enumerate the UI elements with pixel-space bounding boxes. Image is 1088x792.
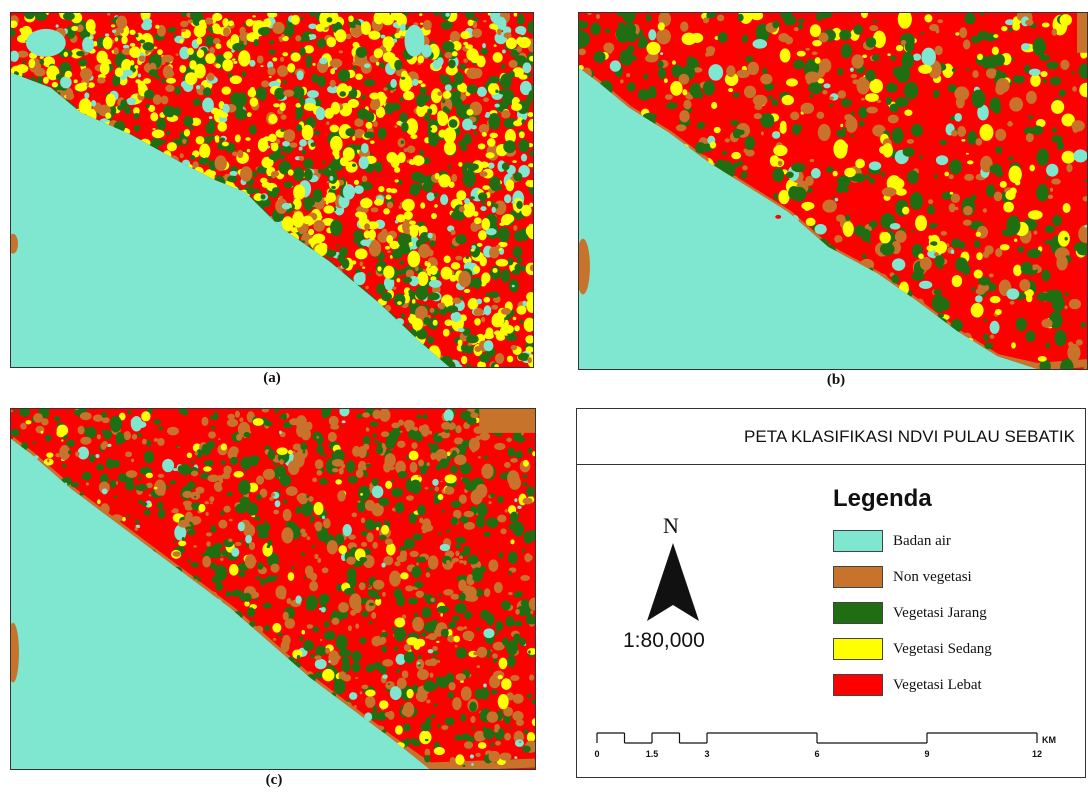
north-label: N — [663, 513, 679, 538]
ndvi-map-b — [579, 13, 1087, 369]
legend-swatch — [833, 530, 883, 552]
map-panel-b — [578, 12, 1088, 370]
land-edge — [479, 409, 535, 433]
map-panel-a — [10, 12, 534, 368]
ndvi-map-a — [11, 13, 533, 367]
islet — [852, 247, 863, 252]
caption-c: (c) — [265, 772, 283, 788]
map-title: PETA KLASIFIKASI NDVI PULAU SEBATIK — [577, 409, 1085, 465]
legend-item-badan-air: Badan air — [833, 529, 951, 553]
legend-swatch — [833, 566, 883, 588]
scale-tick-label: 9 — [924, 749, 929, 759]
land-edge — [1077, 13, 1087, 53]
islet — [579, 238, 590, 295]
legend-item-vegetasi-lebat: Vegetasi Lebat — [833, 673, 982, 697]
caption-b: (b) — [826, 372, 846, 388]
legend-label: Non vegetasi — [893, 568, 972, 585]
north-arrow-icon — [647, 543, 699, 621]
islet — [11, 622, 19, 683]
legend-item-vegetasi-jarang: Vegetasi Jarang — [833, 601, 987, 625]
legend-swatch — [833, 638, 883, 660]
legend-label: Vegetasi Lebat — [893, 676, 982, 693]
legend-swatch — [833, 674, 883, 696]
ndvi-map-c — [11, 409, 535, 769]
scale-tick-label: 12 — [1032, 749, 1042, 759]
legend-label: Vegetasi Sedang — [893, 640, 992, 657]
scale-tick-label: 0 — [594, 749, 599, 759]
legend-label: Badan air — [893, 532, 951, 549]
scale-tick-label: 3 — [704, 749, 709, 759]
scale-unit-label: KM — [1042, 735, 1056, 745]
inland-water — [404, 24, 425, 57]
legend-item-non-vegetasi: Non vegetasi — [833, 565, 972, 589]
islet — [836, 241, 849, 246]
scale-ratio: 1:80,000 — [623, 629, 705, 652]
scale-tick-label: 1.5 — [646, 749, 659, 759]
islet — [11, 233, 18, 254]
legend-label: Vegetasi Jarang — [893, 604, 987, 621]
legend-swatch — [833, 602, 883, 624]
islet — [775, 214, 782, 219]
map-panel-c — [10, 408, 536, 770]
inland-water — [25, 28, 66, 57]
caption-a: (a) — [263, 370, 281, 386]
legend-heading: Legenda — [833, 485, 932, 512]
legend-item-vegetasi-sedang: Vegetasi Sedang — [833, 637, 992, 661]
scale-tick-label: 6 — [814, 749, 819, 759]
map-legend-panel: PETA KLASIFIKASI NDVI PULAU SEBATIK Lege… — [576, 408, 1086, 778]
